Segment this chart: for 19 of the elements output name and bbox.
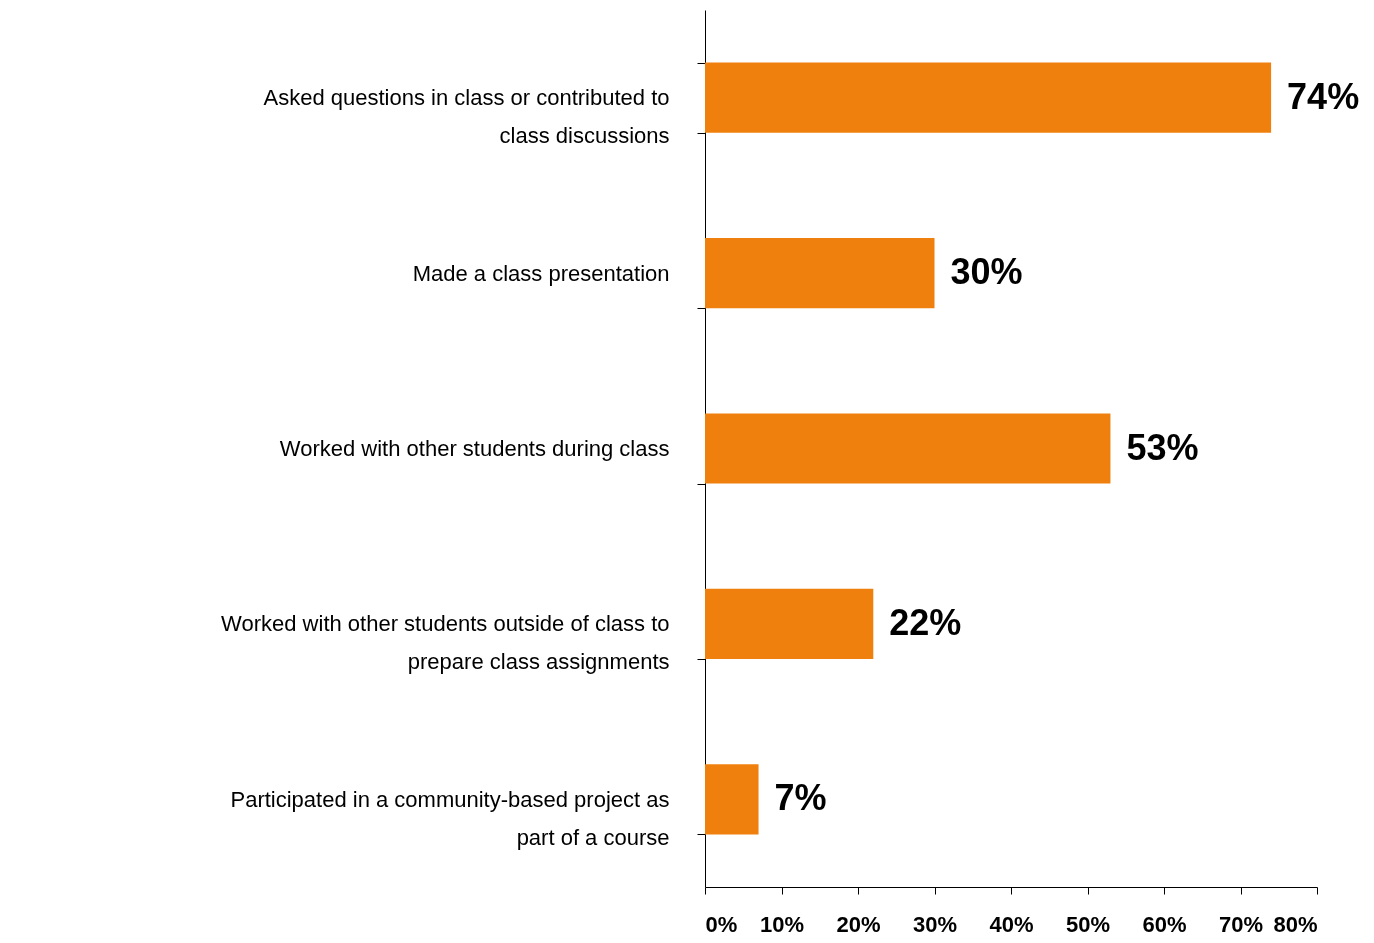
- y-tick-label: Worked with other students during class: [279, 436, 670, 461]
- data-label: 53%: [1126, 426, 1199, 468]
- data-label: 7%: [774, 777, 827, 819]
- data-label: 30%: [950, 251, 1023, 293]
- x-tick-label: 0%: [705, 911, 738, 937]
- x-tick-label: 40%: [989, 911, 1034, 937]
- x-tick-label: 50%: [1065, 911, 1111, 937]
- x-tick-label: 30%: [912, 911, 958, 937]
- y-tick-label: Made a class presentation: [412, 260, 670, 286]
- x-tick-label: 60%: [1142, 911, 1187, 937]
- x-tick-label: 80%: [1273, 911, 1318, 937]
- y-tick-label: Worked with other students outside of class to prepare class assignments: [221, 611, 670, 675]
- x-tick-label: 10%: [759, 911, 805, 937]
- x-tick-label: 20%: [836, 911, 881, 937]
- y-tick-label: Participated in a community-based project as part of a course: [230, 786, 670, 850]
- data-label: 22%: [889, 601, 962, 643]
- y-tick-label: Asked questions in class or contributed to class discussions: [263, 85, 670, 149]
- x-tick-label: 70%: [1218, 911, 1264, 937]
- data-label: 74%: [1287, 75, 1360, 117]
